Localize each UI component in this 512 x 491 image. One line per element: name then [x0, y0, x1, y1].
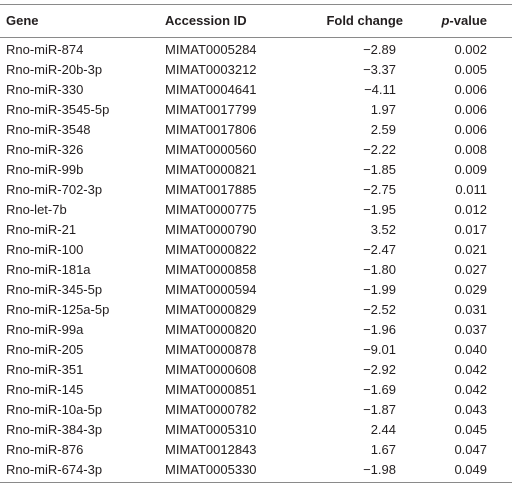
fold-change-cell: 2.44	[370, 422, 396, 437]
bottom-rule	[0, 482, 512, 483]
accession-cell: MIMAT0000608	[165, 362, 257, 377]
p-value-cell: 0.011	[455, 182, 487, 197]
p-value-cell: 0.042	[454, 382, 487, 397]
gene-cell: Rno-miR-99a	[6, 322, 84, 337]
accession-cell: MIMAT0005284	[165, 42, 257, 57]
gene-cell: Rno-let-7b	[6, 202, 67, 217]
accession-cell: MIMAT0000775	[165, 202, 257, 217]
fold-change-cell: −1.95	[363, 202, 396, 217]
p-value-cell: 0.005	[454, 62, 487, 77]
gene-cell: Rno-miR-145	[6, 382, 84, 397]
p-value-cell: 0.043	[454, 402, 487, 417]
p-value-cell: 0.027	[454, 262, 487, 277]
gene-cell: Rno-miR-3548	[6, 122, 91, 137]
p-value-cell: 0.002	[454, 42, 487, 57]
fold-change-cell: −2.47	[363, 242, 396, 257]
accession-cell: MIMAT0017799	[165, 102, 257, 117]
p-value-cell: 0.009	[454, 162, 487, 177]
accession-cell: MIMAT0000821	[165, 162, 257, 177]
p-value-cell: 0.040	[454, 342, 487, 357]
fold-change-cell: −3.37	[363, 62, 396, 77]
fold-change-cell: −2.22	[363, 142, 396, 157]
accession-cell: MIMAT0005330	[165, 462, 257, 477]
accession-cell: MIMAT0000820	[165, 322, 257, 337]
p-value-cell: 0.042	[454, 362, 487, 377]
accession-cell: MIMAT0000829	[165, 302, 257, 317]
accession-cell: MIMAT0000560	[165, 142, 257, 157]
gene-cell: Rno-miR-205	[6, 342, 84, 357]
gene-cell: Rno-miR-384-3p	[6, 422, 103, 437]
p-value-cell: 0.037	[454, 322, 487, 337]
gene-cell: Rno-miR-702-3p	[6, 182, 103, 197]
accession-cell: MIMAT0017885	[165, 182, 257, 197]
p-value-cell: 0.049	[454, 462, 487, 477]
gene-cell: Rno-miR-21	[6, 222, 77, 237]
gene-cell: Rno-miR-326	[6, 142, 84, 157]
fold-change-cell: −2.75	[363, 182, 396, 197]
p-value-cell: 0.008	[454, 142, 487, 157]
column-header: Fold change	[326, 13, 403, 28]
gene-cell: Rno-miR-874	[6, 42, 84, 57]
fold-change-cell: 1.67	[370, 442, 396, 457]
p-value-cell: 0.031	[454, 302, 487, 317]
p-value-cell: 0.006	[454, 82, 487, 97]
fold-change-cell: −1.87	[363, 402, 396, 417]
accession-cell: MIMAT0005310	[165, 422, 257, 437]
p-value-cell: 0.012	[454, 202, 487, 217]
gene-cell: Rno-miR-330	[6, 82, 84, 97]
p-value-cell: 0.029	[454, 282, 487, 297]
accession-cell: MIMAT0003212	[165, 62, 257, 77]
gene-cell: Rno-miR-100	[6, 242, 84, 257]
accession-cell: MIMAT0000594	[165, 282, 257, 297]
fold-change-cell: −1.99	[363, 282, 396, 297]
p-value-cell: 0.006	[454, 102, 487, 117]
accession-cell: MIMAT0012843	[165, 442, 257, 457]
column-header: p-value	[441, 13, 487, 28]
fold-change-cell: −1.98	[363, 462, 396, 477]
gene-cell: Rno-miR-3545-5p	[6, 102, 110, 117]
top-rule	[0, 4, 512, 5]
fold-change-cell: −1.96	[363, 322, 396, 337]
fold-change-cell: −2.92	[363, 362, 396, 377]
accession-cell: MIMAT0000790	[165, 222, 257, 237]
column-header: Accession ID	[165, 13, 247, 28]
gene-cell: Rno-miR-345-5p	[6, 282, 103, 297]
fold-change-cell: −9.01	[363, 342, 396, 357]
gene-cell: Rno-miR-876	[6, 442, 84, 457]
fold-change-cell: 1.97	[370, 102, 396, 117]
p-value-cell: 0.045	[454, 422, 487, 437]
fold-change-cell: −2.52	[363, 302, 396, 317]
column-header: Gene	[6, 13, 39, 28]
fold-change-cell: −1.69	[363, 382, 396, 397]
accession-cell: MIMAT0017806	[165, 122, 257, 137]
p-value-cell: 0.021	[454, 242, 487, 257]
gene-cell: Rno-miR-181a	[6, 262, 91, 277]
gene-cell: Rno-miR-351	[6, 362, 84, 377]
gene-cell: Rno-miR-20b-3p	[6, 62, 103, 77]
gene-cell: Rno-miR-125a-5p	[6, 302, 110, 317]
fold-change-cell: 2.59	[370, 122, 396, 137]
fold-change-cell: −1.85	[363, 162, 396, 177]
header-rule	[0, 37, 512, 38]
fold-change-cell: −2.89	[363, 42, 396, 57]
p-value-cell: 0.047	[454, 442, 487, 457]
fold-change-cell: −1.80	[363, 262, 396, 277]
gene-cell: Rno-miR-99b	[6, 162, 84, 177]
p-value-cell: 0.006	[454, 122, 487, 137]
accession-cell: MIMAT0000851	[165, 382, 257, 397]
fold-change-cell: −4.11	[364, 82, 396, 97]
gene-cell: Rno-miR-10a-5p	[6, 402, 103, 417]
gene-cell: Rno-miR-674-3p	[6, 462, 103, 477]
accession-cell: MIMAT0000878	[165, 342, 257, 357]
accession-cell: MIMAT0000858	[165, 262, 257, 277]
accession-cell: MIMAT0004641	[165, 82, 257, 97]
accession-cell: MIMAT0000822	[165, 242, 257, 257]
fold-change-cell: 3.52	[370, 222, 396, 237]
p-value-cell: 0.017	[454, 222, 487, 237]
accession-cell: MIMAT0000782	[165, 402, 257, 417]
